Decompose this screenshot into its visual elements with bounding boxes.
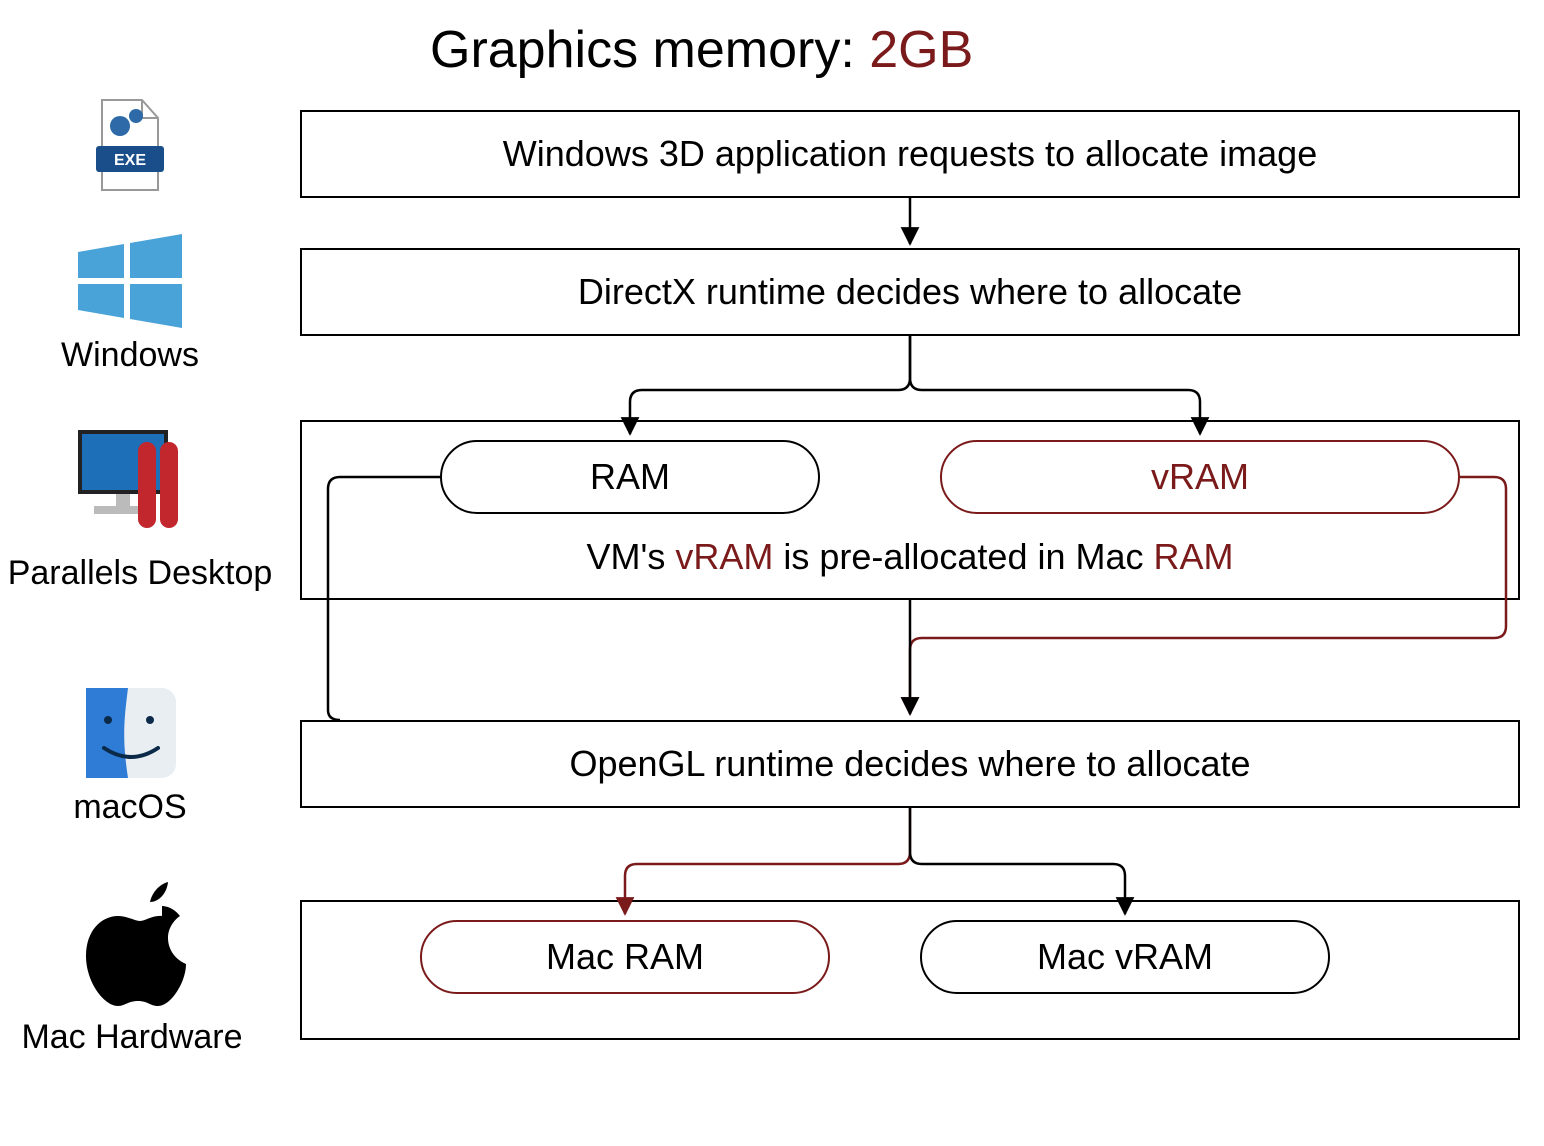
machw-label: Mac Hardware bbox=[4, 1018, 260, 1057]
pill-vram: vRAM bbox=[940, 440, 1460, 514]
box-app-text: Windows 3D application requests to alloc… bbox=[503, 133, 1317, 175]
box-dx-text: DirectX runtime decides where to allocat… bbox=[578, 271, 1242, 313]
box-opengl: OpenGL runtime decides where to allocate bbox=[300, 720, 1520, 808]
box-app: Windows 3D application requests to alloc… bbox=[300, 110, 1520, 198]
apple-icon bbox=[76, 880, 186, 1010]
windows-label: Windows bbox=[10, 336, 250, 375]
vm-p4: RAM bbox=[1154, 536, 1234, 577]
pill-vram-text: vRAM bbox=[1151, 456, 1249, 498]
box-ogl-text: OpenGL runtime decides where to allocate bbox=[569, 743, 1250, 785]
parallels-label: Parallels Desktop bbox=[0, 554, 280, 593]
box-directx: DirectX runtime decides where to allocat… bbox=[300, 248, 1520, 336]
parallels-icon bbox=[60, 424, 200, 544]
vm-p1: VM's bbox=[586, 536, 675, 577]
vm-p2: vRAM bbox=[675, 536, 773, 577]
svg-text:EXE: EXE bbox=[114, 152, 146, 169]
exe-icon: EXE bbox=[90, 96, 170, 196]
pill-ram-text: RAM bbox=[590, 456, 670, 498]
macos-label: macOS bbox=[10, 788, 250, 827]
title-prefix: Graphics memory: bbox=[430, 21, 869, 79]
pill-ram: RAM bbox=[440, 440, 820, 514]
title-value: 2GB bbox=[869, 21, 973, 79]
pill-macvram: Mac vRAM bbox=[920, 920, 1330, 994]
vm-p3: is pre-allocated in Mac bbox=[773, 536, 1153, 577]
pill-macram: Mac RAM bbox=[420, 920, 830, 994]
page-title: Graphics memory: 2GB bbox=[430, 20, 1430, 80]
macos-icon bbox=[84, 686, 178, 780]
pill-macvram-text: Mac vRAM bbox=[1037, 936, 1213, 978]
pill-macram-text: Mac RAM bbox=[546, 936, 704, 978]
vm-vram-line: VM's vRAM is pre-allocated in Mac RAM bbox=[300, 536, 1520, 578]
windows-icon bbox=[70, 230, 190, 330]
